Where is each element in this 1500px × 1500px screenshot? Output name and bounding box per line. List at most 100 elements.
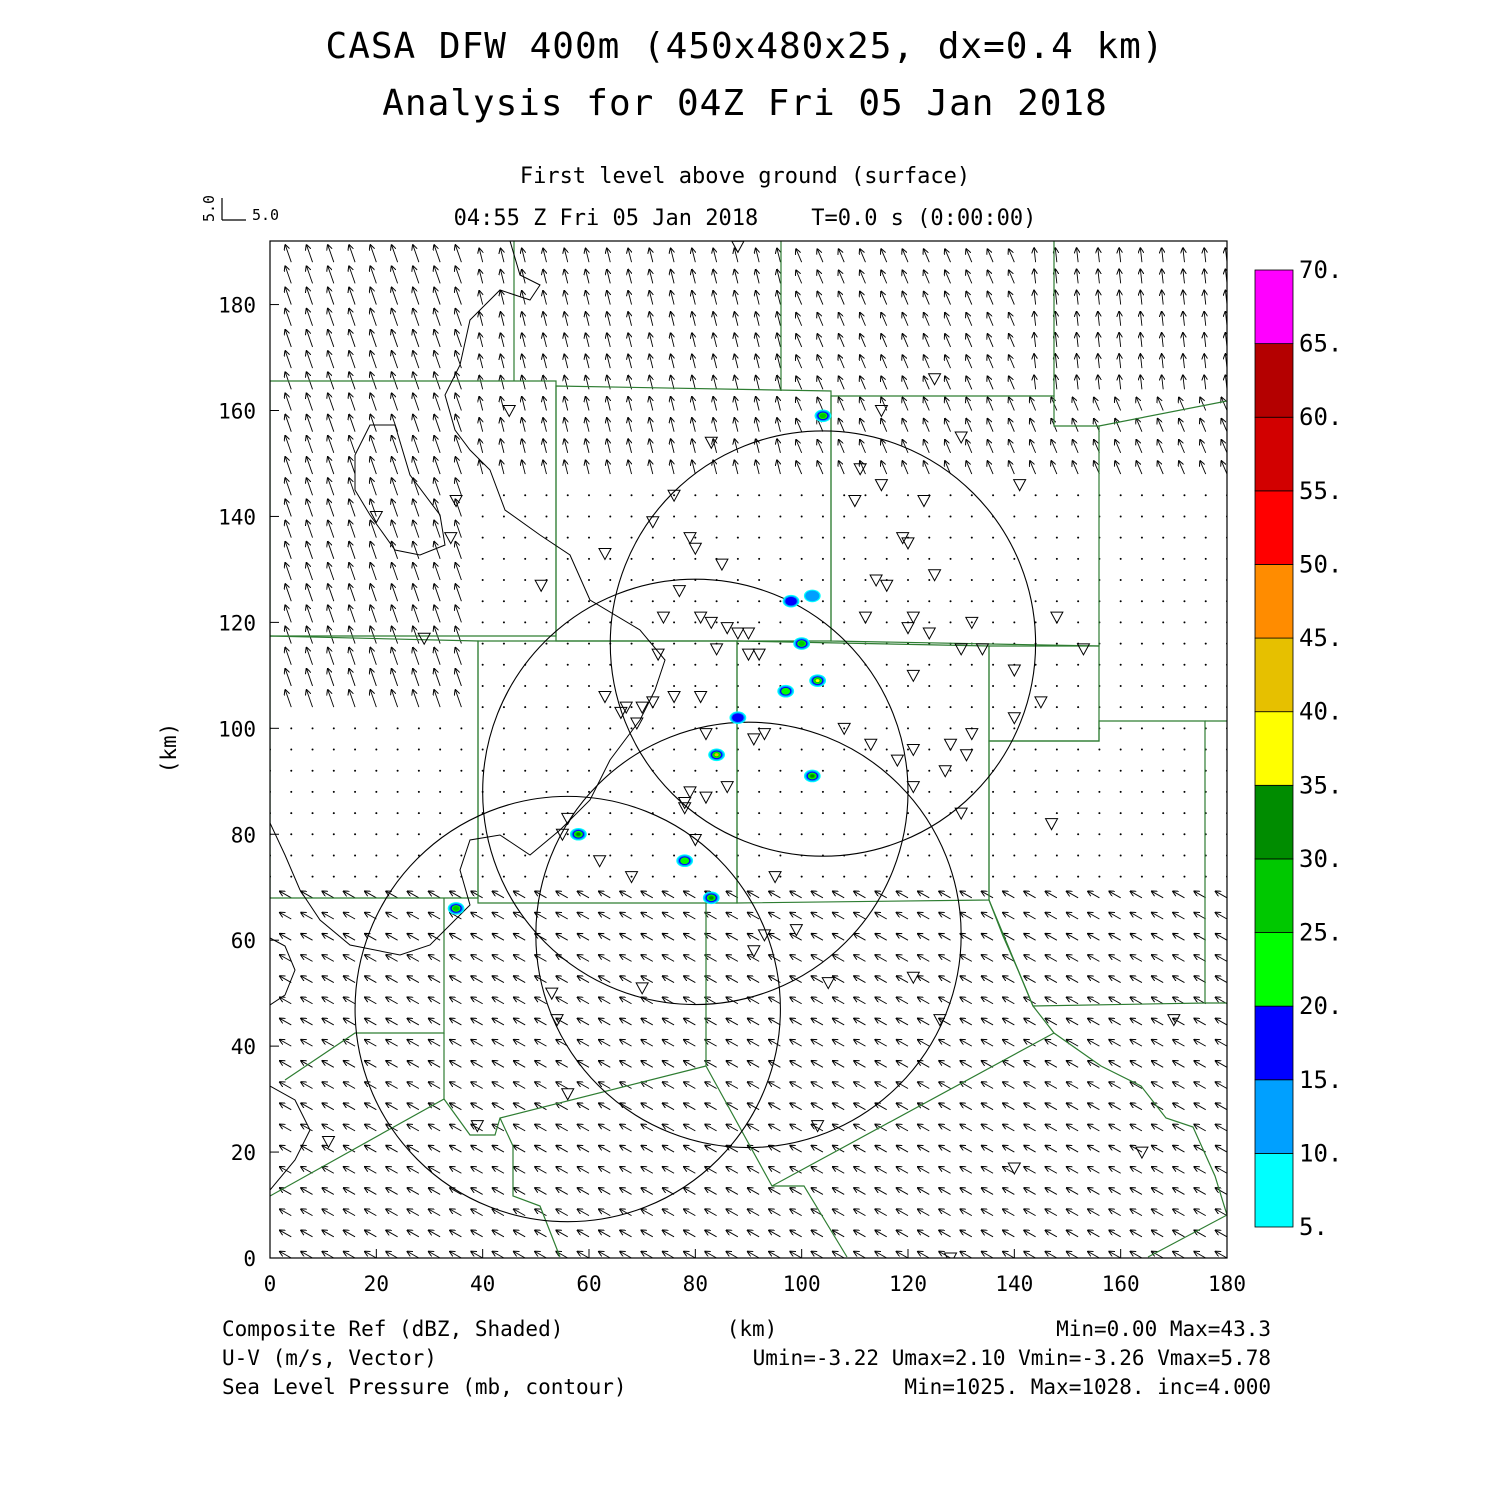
x-tick-label: 140 — [995, 1272, 1033, 1296]
wind-vector — [734, 312, 737, 326]
wind-vector — [630, 557, 633, 560]
wind-vector — [1098, 875, 1101, 878]
wind-vector — [939, 1188, 951, 1195]
wind-vector — [949, 833, 952, 836]
wind-vector — [311, 769, 314, 772]
wind-vector — [992, 663, 995, 666]
wind-vector — [1034, 557, 1037, 560]
wind-vector — [434, 521, 441, 538]
wind-vector — [769, 1082, 781, 1089]
wind-vector — [413, 309, 420, 326]
wind-vector — [481, 663, 484, 666]
wind-vector — [365, 955, 377, 962]
wind-vector — [1140, 536, 1143, 539]
wind-vector — [354, 833, 357, 836]
wind-vector — [370, 499, 377, 517]
wind-vector — [939, 891, 951, 899]
wind-vector — [960, 1230, 973, 1238]
wind-vector — [649, 460, 652, 475]
wind-vector — [307, 266, 313, 284]
wind-vector — [493, 1125, 505, 1132]
wind-vector — [481, 748, 484, 751]
wind-vector — [1088, 1061, 1100, 1068]
wind-vector — [649, 376, 652, 390]
wind-vector — [812, 1019, 824, 1026]
wind-vector — [307, 415, 313, 432]
wind-vector — [1046, 1082, 1058, 1089]
wind-vector — [460, 769, 463, 772]
wind-vector — [588, 706, 590, 709]
subtitle-time: 04:55 Z Fri 05 Jan 2018 T=0.0 s (0:00:00… — [454, 206, 1037, 231]
wind-vector — [1204, 579, 1207, 581]
wind-vector — [524, 494, 527, 497]
wind-vector — [713, 355, 716, 369]
wind-vector — [1131, 891, 1143, 899]
wind-vector — [270, 1151, 271, 1153]
wind-vector — [715, 684, 718, 687]
wind-vector — [514, 1019, 526, 1026]
wind-vector — [1013, 600, 1016, 603]
wind-vector — [1098, 312, 1100, 326]
wind-vector — [630, 706, 633, 709]
wind-vector — [727, 997, 739, 1005]
wind-vector — [779, 494, 782, 497]
wind-vector — [939, 1209, 951, 1217]
wind-vector — [641, 1040, 654, 1047]
wind-vector — [790, 891, 802, 899]
wind-vector — [843, 812, 846, 815]
wind-vector — [455, 521, 462, 538]
wind-vector — [479, 312, 482, 326]
wind-vector — [982, 1125, 994, 1132]
wind-vector — [630, 494, 633, 497]
wind-vector — [285, 542, 292, 559]
wind-vector — [493, 1146, 505, 1153]
wind-vector — [1077, 812, 1080, 815]
wind-vector — [885, 875, 888, 878]
wind-vector — [545, 833, 548, 836]
wind-vector — [833, 997, 845, 1005]
wind-vector — [270, 324, 271, 326]
wind-vector — [535, 997, 547, 1005]
wind-vector — [1088, 1167, 1100, 1174]
wind-vector — [328, 499, 335, 517]
wind-vector — [280, 1040, 292, 1047]
colorbar-swatch — [1254, 343, 1294, 418]
wind-vector — [928, 854, 931, 857]
wind-vector — [748, 934, 760, 941]
wind-vector — [839, 355, 845, 369]
wind-vector — [535, 1061, 547, 1068]
wind-vector — [365, 1103, 377, 1111]
wind-vector — [386, 1061, 398, 1068]
wind-vector — [758, 875, 761, 878]
wind-vector — [620, 1167, 632, 1174]
wind-vector — [386, 1019, 398, 1026]
radar-range-ring — [535, 721, 962, 1149]
wind-vector — [481, 875, 484, 878]
wind-vector — [1152, 1019, 1164, 1026]
wind-vector — [885, 600, 888, 603]
wind-vector — [1131, 913, 1143, 920]
wind-vector — [392, 690, 399, 708]
wind-vector — [663, 1252, 675, 1258]
wind-vector — [812, 1061, 824, 1068]
wind-vector — [1140, 600, 1143, 603]
wind-vector — [386, 1040, 398, 1047]
wind-vector — [960, 1188, 973, 1195]
wind-vector — [692, 460, 695, 475]
wind-vector — [1009, 292, 1015, 305]
wind-vector — [588, 494, 590, 497]
wind-vector — [370, 457, 377, 475]
station-marker — [901, 537, 915, 550]
wind-vector — [902, 376, 909, 390]
echo-level — [805, 590, 820, 602]
wind-vector — [833, 1061, 845, 1068]
wind-vector — [800, 515, 803, 518]
wind-vector — [566, 579, 569, 581]
wind-vector — [493, 913, 505, 920]
wind-vector — [651, 875, 654, 878]
wind-vector — [705, 1146, 717, 1153]
wind-vector — [270, 366, 271, 369]
wind-vector — [817, 271, 824, 284]
wind-vector — [694, 536, 697, 539]
station-marker — [927, 373, 942, 386]
